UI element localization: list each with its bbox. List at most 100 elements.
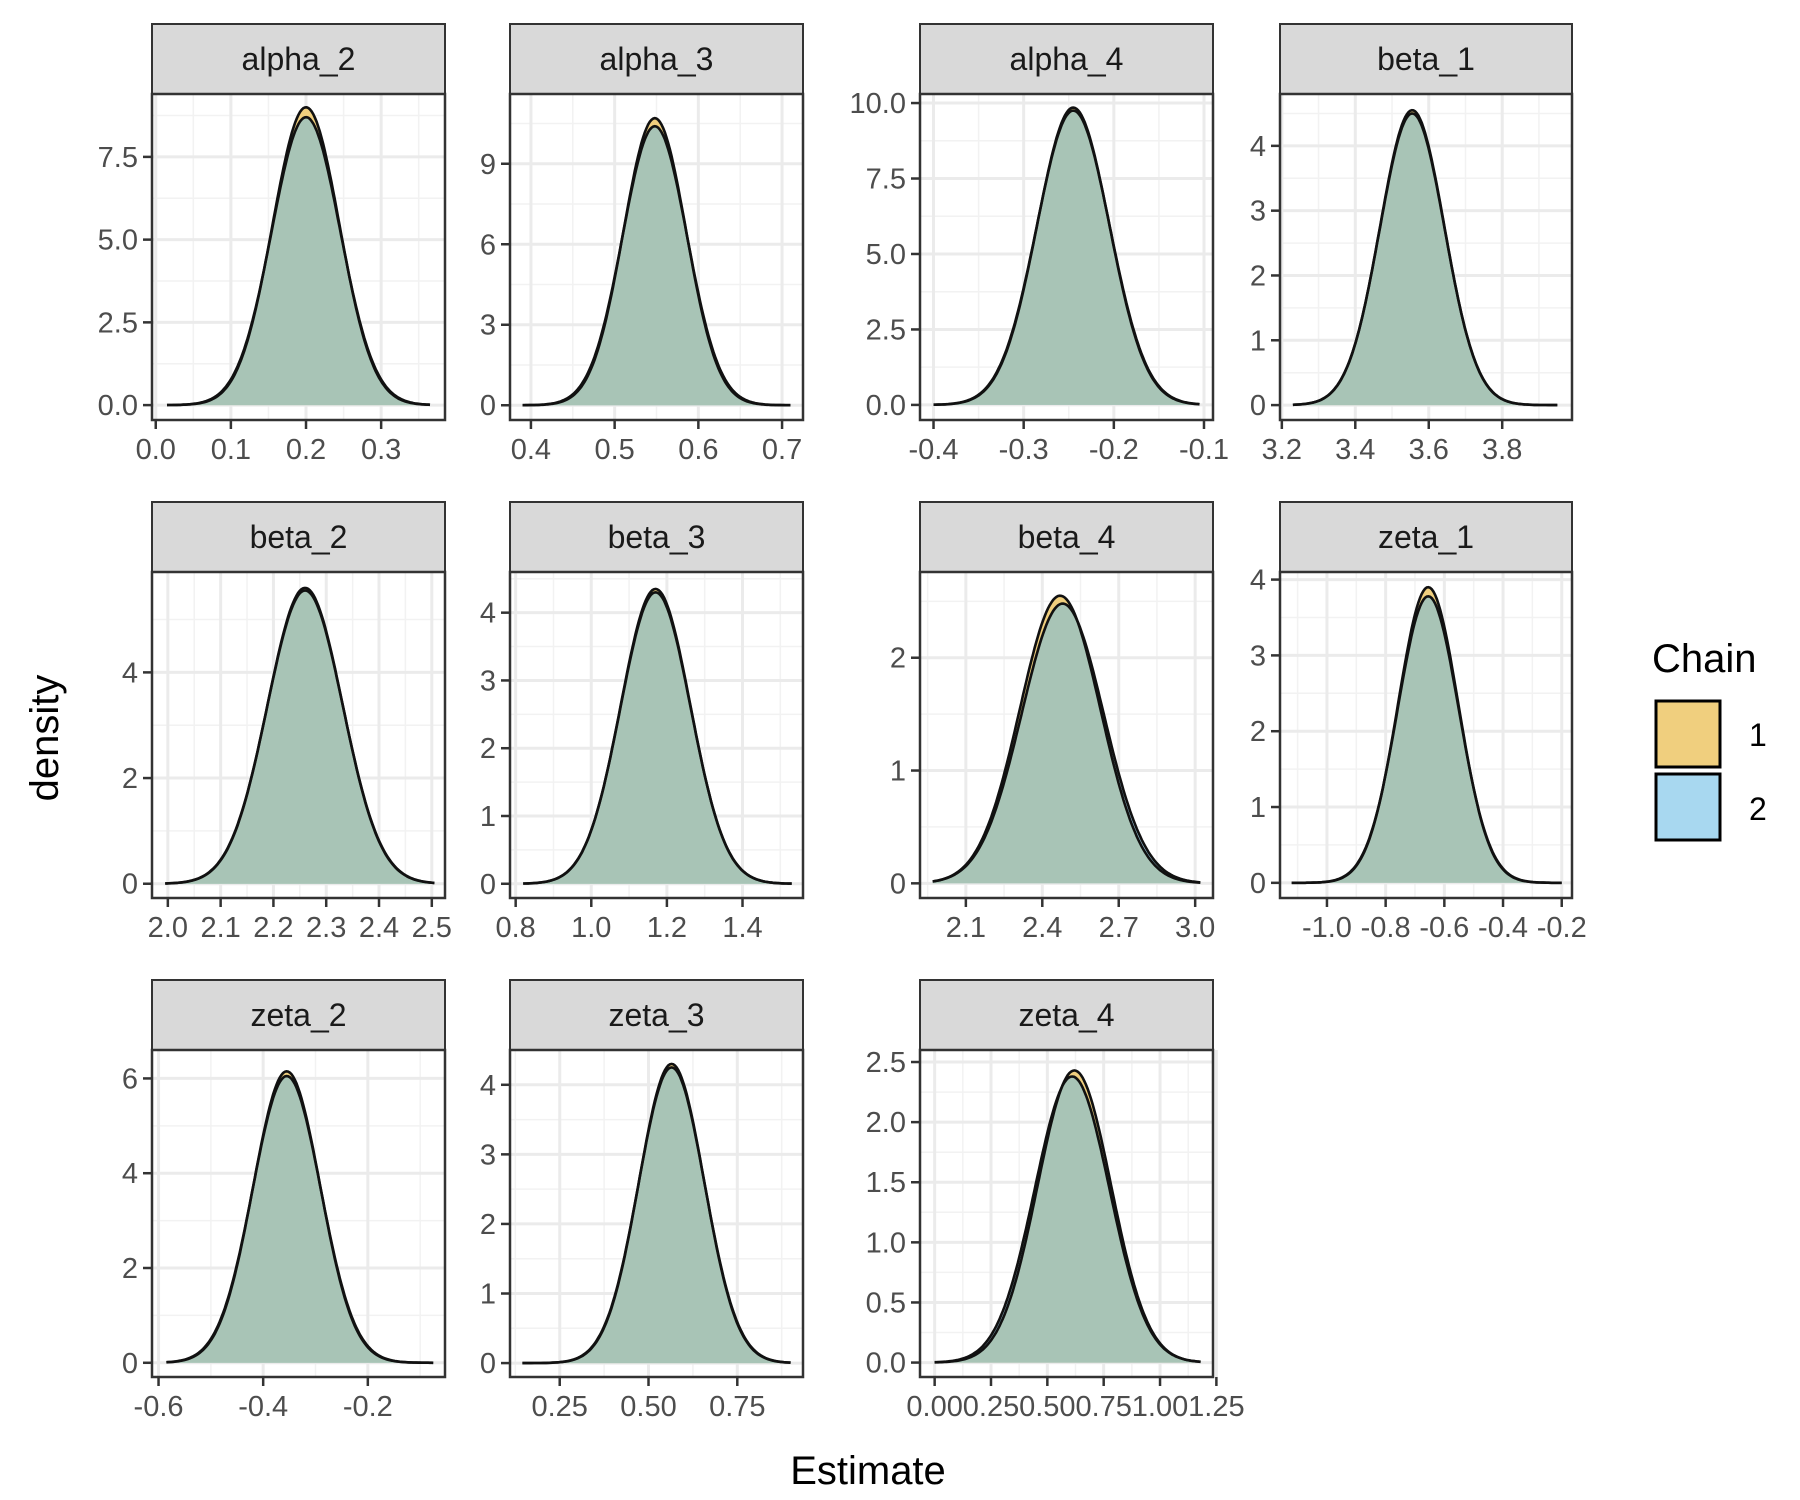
density-outline-chain-2	[167, 115, 431, 407]
panels: alpha_2 0.0 0.1 0.2 0.3 0.0 2.5 5.0 7.5 alpha_3 0.…	[98, 23, 1587, 1423]
density-overlap	[522, 126, 791, 406]
density-overlap	[523, 592, 792, 884]
x-tick-label: 0.3	[361, 434, 401, 466]
y-tick-label: 0	[1250, 868, 1266, 900]
panel-border	[918, 570, 1215, 900]
strip-label: alpha_4	[1010, 41, 1124, 77]
x-tick-label: 1.00	[1132, 1391, 1188, 1423]
density-outline-chain-2	[523, 590, 792, 885]
density-outline-chain-2	[522, 1066, 791, 1365]
y-tick-label: 7.5	[98, 142, 138, 174]
x-tick-label: 1.2	[647, 912, 687, 944]
y-tick-label: 0	[480, 390, 496, 422]
y-tick-label: 3	[480, 665, 496, 697]
x-tick-label: 0.2	[286, 434, 326, 466]
x-tick-label: -0.3	[999, 434, 1049, 466]
panel-border	[508, 570, 805, 900]
y-tick-label: 2	[480, 1209, 496, 1241]
x-tick-label: 0.50	[1019, 1391, 1075, 1423]
strip-label: beta_4	[1018, 519, 1116, 555]
panel-border	[1278, 570, 1574, 900]
density-overlap	[167, 117, 430, 406]
strip-label: alpha_3	[600, 41, 714, 77]
panel-zeta_1: zeta_1 -1.0 -0.8 -0.6 -0.4 -0.2 0 1 2 3 4	[1250, 501, 1587, 944]
x-tick-label: 0.50	[620, 1391, 676, 1423]
y-tick-label: 3	[480, 1139, 496, 1171]
y-tick-label: 0.5	[866, 1287, 906, 1319]
strip-background	[151, 979, 446, 1051]
density-outline-chain-2	[165, 589, 435, 885]
density-outline-chain-2	[934, 1075, 1201, 1364]
x-tick-label: 0.1	[211, 434, 251, 466]
panel-zeta_4: zeta_4 0.00 0.25 0.50 0.75 1.00 1.25 0.0 0.5 1.0 1…	[866, 979, 1245, 1423]
panel-alpha_2: alpha_2 0.0 0.1 0.2 0.3 0.0 2.5 5.0 7.5	[98, 23, 447, 466]
x-tick-label: 1.25	[1188, 1391, 1244, 1423]
x-tick-label: 2.0	[148, 912, 188, 944]
y-tick-label: 2	[890, 643, 906, 675]
x-tick-label: 2.1	[200, 912, 240, 944]
y-tick-label: 10.0	[850, 88, 906, 120]
y-axis-title: density	[23, 675, 67, 802]
x-tick-label: -0.6	[134, 1391, 184, 1423]
y-tick-label: 4	[1250, 565, 1266, 597]
density-outline-chain-1	[932, 594, 1201, 884]
density-layer	[166, 105, 431, 407]
y-tick-label: 1	[480, 1279, 496, 1311]
x-tick-label: -0.4	[909, 434, 959, 466]
y-tick-label: 6	[122, 1063, 138, 1095]
density-layer	[165, 586, 435, 885]
x-tick-label: -0.1	[1179, 434, 1229, 466]
panel-beta_1: beta_1 3.2 3.4 3.6 3.8 0 1 2 3 4	[1250, 23, 1574, 466]
x-tick-label: 3.0	[1175, 912, 1215, 944]
y-tick-label: 1	[480, 801, 496, 833]
x-axis-title: Estimate	[790, 1449, 946, 1493]
axis-ticks: 0.25 0.50 0.75 0 1 2 3 4	[480, 1070, 766, 1423]
density-layer	[1292, 108, 1558, 407]
y-tick-label: 0.0	[866, 1348, 906, 1380]
strip-background	[151, 23, 446, 95]
axis-ticks: -0.6 -0.4 -0.2 0 2 4 6	[122, 1063, 393, 1423]
density-outline-chain-2	[932, 602, 1201, 884]
x-tick-label: 0.4	[511, 434, 551, 466]
y-tick-label: 2	[1250, 716, 1266, 748]
y-tick-label: 2.0	[866, 1107, 906, 1139]
x-tick-label: 3.4	[1335, 434, 1375, 466]
x-tick-label: 2.1	[946, 912, 986, 944]
y-tick-label: 3	[480, 310, 496, 342]
strip-background	[509, 23, 804, 95]
strip-background	[919, 501, 1214, 573]
density-layer	[1291, 585, 1562, 885]
strip-background	[1279, 501, 1573, 573]
x-tick-label: 0.75	[1075, 1391, 1131, 1423]
y-tick-label: 1	[1250, 325, 1266, 357]
y-tick-label: 0	[122, 869, 138, 901]
panel-border	[150, 92, 447, 422]
x-tick-label: 0.6	[678, 434, 718, 466]
x-tick-label: 1.4	[722, 912, 762, 944]
y-tick-label: 0.0	[98, 390, 138, 422]
x-tick-label: -1.0	[1302, 912, 1352, 944]
density-outline-chain-2	[166, 1074, 434, 1365]
density-layer	[166, 1069, 434, 1365]
density-overlap	[522, 1067, 791, 1364]
strip-label: zeta_1	[1378, 519, 1474, 555]
axis-ticks: -1.0 -0.8 -0.6 -0.4 -0.2 0 1 2 3 4	[1250, 565, 1587, 944]
y-tick-label: 0.0	[866, 390, 906, 422]
density-overlap	[166, 1076, 434, 1363]
x-tick-label: -0.6	[1419, 912, 1469, 944]
axis-ticks: 0.0 0.1 0.2 0.3 0.0 2.5 5.0 7.5	[98, 142, 402, 466]
x-tick-label: 0.7	[762, 434, 802, 466]
panel-border	[918, 92, 1215, 422]
y-tick-label: 5.0	[866, 239, 906, 271]
y-tick-label: 2	[480, 733, 496, 765]
y-tick-label: 9	[480, 149, 496, 181]
density-layer	[523, 587, 792, 885]
x-tick-label: -0.4	[1478, 912, 1528, 944]
legend-label-1: 1	[1749, 717, 1767, 753]
y-tick-label: 5.0	[98, 225, 138, 257]
y-tick-label: 2.5	[98, 307, 138, 339]
density-outline-chain-2	[1292, 112, 1558, 407]
density-layer	[522, 1062, 791, 1365]
y-tick-label: 6	[480, 229, 496, 261]
y-tick-label: 4	[480, 598, 496, 630]
